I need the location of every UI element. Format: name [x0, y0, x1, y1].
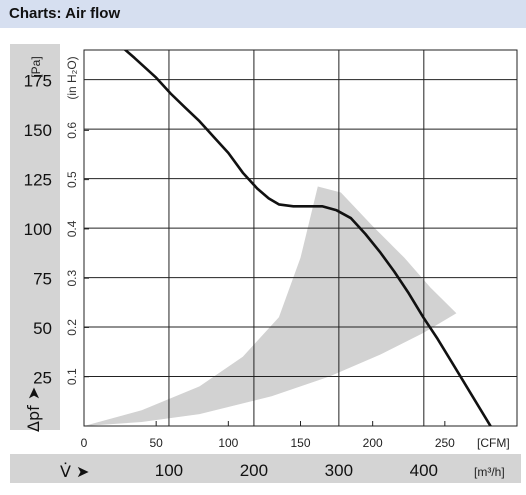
y-unit-label: [Pa]: [29, 56, 43, 77]
x-tick-label: 100: [218, 436, 238, 450]
x-tick-label: 200: [363, 436, 383, 450]
header-bar: Charts: Air flow: [0, 0, 526, 28]
y-tick-label: 175: [24, 72, 52, 91]
secondary-y-unit-label: (in H₂O): [65, 56, 79, 99]
secondary-x-tick-label: 400: [410, 461, 438, 480]
x-tick-label: 50: [149, 436, 163, 450]
y-axis-label: Δpf ➤: [24, 387, 43, 432]
secondary-y-tick-label: 0.2: [65, 319, 79, 336]
y-axis-band: [10, 44, 60, 430]
x-axis-label: V̇ ➤: [60, 462, 89, 481]
y-tick-label: 100: [24, 220, 52, 239]
x-secondary-band: [10, 454, 521, 483]
y-tick-label: 75: [33, 270, 52, 289]
x-tick-label: 250: [435, 436, 455, 450]
y-tick-label: 125: [24, 171, 52, 190]
x-tick-label: 0: [81, 436, 88, 450]
x-unit-label: [CFM]: [477, 436, 510, 450]
x-axis-band: [10, 430, 521, 454]
secondary-y-tick-label: 0.4: [65, 220, 79, 237]
y-tick-label: 50: [33, 319, 52, 338]
secondary-y-tick-label: 0.5: [65, 171, 79, 188]
secondary-x-tick-label: 200: [240, 461, 268, 480]
chart-background: [10, 44, 521, 483]
secondary-x-unit-label: [m³/h]: [474, 465, 505, 479]
y-tick-label: 150: [24, 121, 52, 140]
air-flow-curve: [123, 50, 493, 426]
secondary-x-tick-label: 300: [325, 461, 353, 480]
secondary-y-tick-label: 0.6: [65, 122, 79, 139]
secondary-y-tick-label: 0.1: [65, 368, 79, 385]
page-title: Charts: Air flow: [9, 5, 121, 22]
secondary-y-tick-label: 0.3: [65, 270, 79, 287]
y-tick-label: 25: [33, 369, 52, 388]
x-tick-label: 150: [290, 436, 310, 450]
operating-region: [84, 186, 457, 426]
secondary-x-tick-label: 100: [155, 461, 183, 480]
